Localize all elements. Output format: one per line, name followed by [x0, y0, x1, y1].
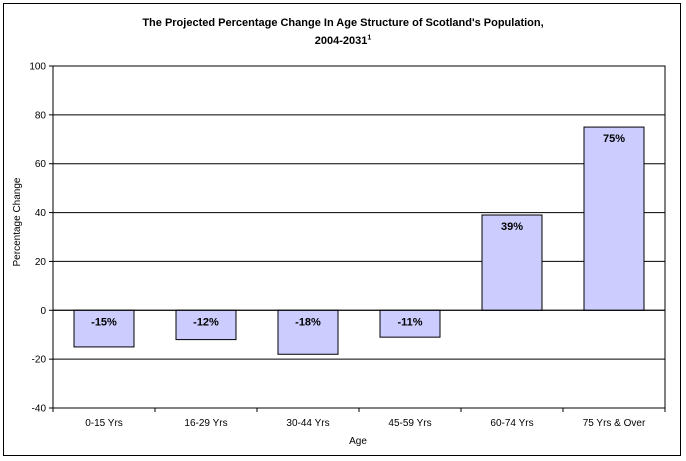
x-tick-label: 0-15 Yrs: [85, 418, 123, 429]
x-tick-label: 45-59 Yrs: [388, 418, 431, 429]
bar-data-label: 75%: [603, 133, 625, 145]
bar: [481, 214, 543, 311]
x-tick-label: 30-44 Yrs: [286, 418, 329, 429]
plot-area: [52, 65, 666, 409]
chart-title-footnote-marker: 1: [367, 34, 372, 42]
bar: [73, 309, 135, 348]
x-tick-label: 16-29 Yrs: [184, 418, 227, 429]
bar-data-label: -11%: [397, 316, 422, 328]
y-tick-label: -20: [32, 355, 47, 366]
y-tick-label: -40: [32, 404, 47, 415]
bar: [277, 309, 339, 355]
chart-title-years: 2004-2031: [314, 35, 368, 47]
y-tick-label: 0: [40, 306, 46, 317]
bars: -15% -12% -18% -11% 39% 75%: [53, 126, 665, 355]
bar: [583, 126, 645, 311]
y-tick-label: 80: [35, 110, 47, 121]
bar-data-label: -12%: [193, 316, 219, 328]
x-tick-label: 60-74 Yrs: [490, 418, 533, 429]
y-tick-label: 100: [29, 62, 46, 73]
bar-data-label: -15%: [91, 316, 117, 328]
chart-title-line2: 2004-20311: [0, 32, 686, 50]
y-tick-label: 40: [35, 208, 47, 219]
bar: [175, 309, 237, 341]
bar-data-label: 39%: [501, 221, 523, 233]
chart-title-line1: The Projected Percentage Change In Age S…: [142, 17, 544, 29]
chart-title: The Projected Percentage Change In Age S…: [0, 14, 686, 50]
y-axis-label: Percentage Change: [12, 177, 23, 266]
y-tick-label: 60: [35, 159, 47, 170]
x-axis-ticks: 0-15 Yrs 16-29 Yrs 30-44 Yrs 45-59 Yrs 60-74…: [52, 408, 666, 429]
y-tick-label: 20: [35, 257, 47, 268]
y-axis-ticks: -40 -20 0 20 40 60 80 100: [29, 62, 53, 415]
bar-data-label: -18%: [295, 316, 321, 328]
x-axis-label: Age: [349, 436, 367, 447]
x-tick-label: 75 Yrs & Over: [583, 418, 646, 429]
